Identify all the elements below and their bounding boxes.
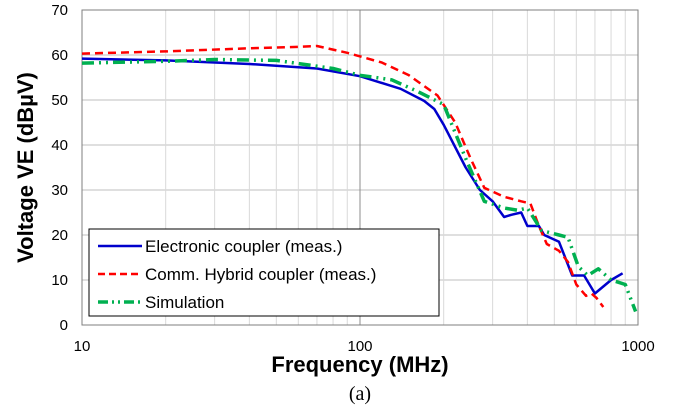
y-tick-label: 40 [51,137,68,154]
legend: Electronic coupler (meas.) Comm. Hybrid … [88,228,440,317]
x-tick-labels: 10 100 1000 [74,338,655,355]
legend-label-hybrid-coupler: Comm. Hybrid coupler (meas.) [145,265,376,284]
series-line-2 [81,57,638,313]
x-tick-label: 100 [347,338,372,355]
y-tick-label: 60 [51,47,68,64]
legend-label-electronic-coupler: Electronic coupler (meas.) [145,237,342,256]
y-tick-label: 10 [51,272,68,289]
x-tick-label: 10 [74,338,91,355]
y-axis-title: Voltage VE (dBµV) [13,72,38,263]
figure-caption: (a) [349,383,371,405]
y-tick-label: 20 [51,227,68,244]
y-tick-label: 70 [51,2,68,19]
plot-frame [81,9,639,326]
y-tick-label: 30 [51,182,68,199]
legend-label-simulation: Simulation [145,293,224,312]
y-tick-label: 0 [60,317,68,334]
y-tick-labels: 0 10 20 30 40 50 60 70 [51,2,68,334]
x-tick-label: 1000 [621,338,654,355]
x-axis-title: Frequency (MHz) [271,352,448,377]
series-line-1 [81,44,605,308]
legend-box [88,228,440,317]
series [81,44,638,313]
y-tick-label: 50 [51,92,68,109]
